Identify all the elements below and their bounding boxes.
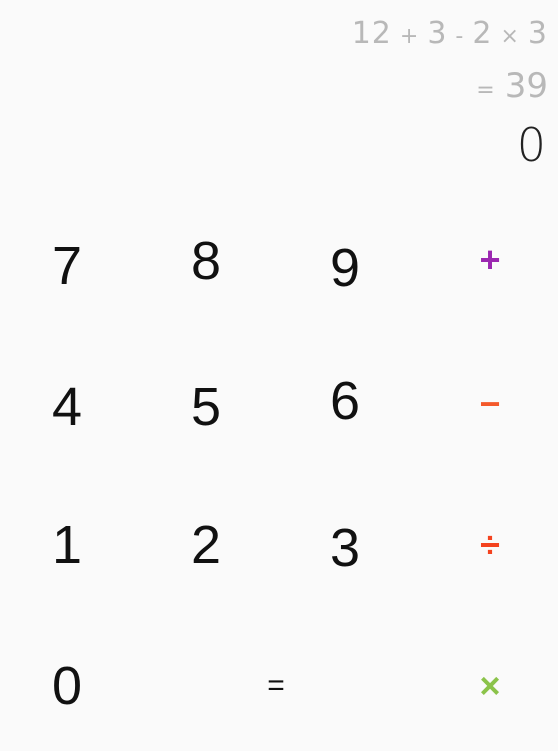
key-7[interactable]: 7 [2,206,132,326]
key-divide[interactable]: ÷ [425,485,555,605]
current-input: 0 [516,118,546,172]
key-2[interactable]: 2 [141,485,271,605]
key-0[interactable]: 0 [2,626,132,746]
key-4[interactable]: 4 [2,347,132,467]
key-equals[interactable]: = [211,626,341,746]
result-equals-sign: = [476,78,495,103]
expression-term-2: 3 [427,16,448,51]
key-3[interactable]: 3 [280,488,410,608]
key-1[interactable]: 1 [2,485,132,605]
key-minus[interactable]: − [425,344,555,464]
expression-operator-minus: - [455,24,465,49]
expression-operator-multiply: × [500,24,520,49]
key-9[interactable]: 9 [280,208,410,328]
expression-term-1: 12 [351,16,392,51]
keypad: 7 8 9 + 4 5 6 − 1 2 3 ÷ 0 = × [0,196,558,751]
expression-term-4: 3 [527,16,548,51]
key-8[interactable]: 8 [141,201,271,321]
key-plus[interactable]: + [425,200,555,320]
expression-operator-plus: + [399,24,420,49]
result-value: 39 [504,66,548,106]
key-5[interactable]: 5 [141,347,271,467]
calculator-display: 12 + 3 - 2 × 3 = 39 0 [0,0,558,200]
result-preview: = 39 [476,66,548,106]
expression-history: 12 + 3 - 2 × 3 [352,16,548,51]
expression-term-3: 2 [472,16,493,51]
key-6[interactable]: 6 [280,341,410,461]
key-multiply[interactable]: × [425,626,555,746]
